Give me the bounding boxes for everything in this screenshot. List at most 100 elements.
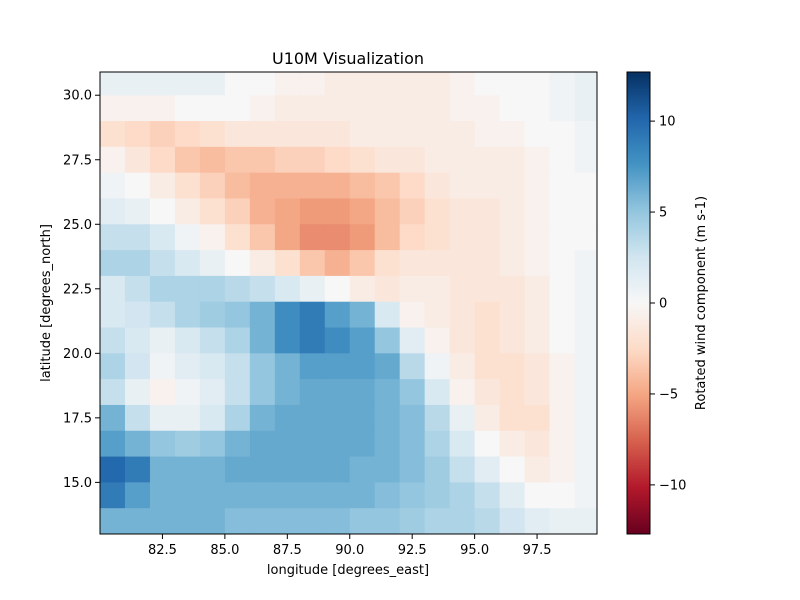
heatmap-cell bbox=[100, 172, 126, 200]
heatmap-cell bbox=[499, 146, 526, 174]
heatmap-cell bbox=[349, 121, 376, 148]
colorbar-tick-label: 5 bbox=[659, 206, 667, 221]
x-tick-label: 85.0 bbox=[210, 543, 239, 558]
heatmap-cell bbox=[100, 379, 126, 406]
heatmap-cell bbox=[149, 379, 176, 406]
heatmap-cell bbox=[100, 353, 126, 380]
heatmap-cell bbox=[199, 456, 226, 483]
heatmap-cell bbox=[474, 250, 501, 277]
heatmap-cell bbox=[199, 353, 226, 380]
heatmap-cell bbox=[549, 456, 576, 483]
heatmap-cell bbox=[149, 198, 176, 225]
heatmap-cell bbox=[474, 224, 501, 251]
heatmap-cell bbox=[424, 482, 451, 509]
heatmap-cell bbox=[199, 121, 226, 148]
heatmap-cell bbox=[299, 95, 326, 122]
heatmap-cell bbox=[274, 146, 301, 174]
heatmap-cell bbox=[249, 327, 276, 354]
heatmap-cell bbox=[499, 95, 526, 122]
heatmap-cell bbox=[574, 379, 597, 406]
heatmap-cell bbox=[374, 95, 401, 122]
heatmap-cell bbox=[124, 456, 151, 483]
heatmap-cell bbox=[199, 508, 226, 534]
heatmap-cell bbox=[499, 379, 526, 406]
heatmap-cell bbox=[349, 95, 376, 122]
heatmap-cell bbox=[524, 198, 551, 225]
heatmap-cell bbox=[299, 456, 326, 483]
heatmap-cell bbox=[424, 146, 451, 174]
heatmap-cell bbox=[574, 121, 597, 148]
heatmap-cell bbox=[174, 95, 201, 122]
heatmap-cell bbox=[449, 404, 476, 432]
heatmap-cell bbox=[199, 72, 226, 96]
heatmap-cell bbox=[124, 198, 151, 225]
heatmap-cell bbox=[124, 95, 151, 122]
heatmap-cell bbox=[124, 379, 151, 406]
heatmap-cell bbox=[324, 95, 351, 122]
heatmap-cell bbox=[399, 72, 426, 96]
heatmap-cell bbox=[249, 121, 276, 148]
heatmap-cell bbox=[524, 327, 551, 354]
heatmap-cell bbox=[149, 250, 176, 277]
heatmap-cell bbox=[324, 198, 351, 225]
heatmap-cell bbox=[524, 224, 551, 251]
heatmap-cell bbox=[274, 275, 301, 303]
heatmap-cell bbox=[399, 379, 426, 406]
heatmap-cell bbox=[124, 146, 151, 174]
heatmap-cell bbox=[574, 95, 597, 122]
heatmap-cell bbox=[224, 327, 251, 354]
heatmap-cell bbox=[149, 172, 176, 200]
heatmap-cell bbox=[499, 72, 526, 96]
heatmap-cell bbox=[449, 379, 476, 406]
heatmap-cell bbox=[374, 508, 401, 534]
heatmap-cell bbox=[424, 275, 451, 303]
heatmap-cell bbox=[549, 379, 576, 406]
heatmap-cell bbox=[449, 224, 476, 251]
heatmap-cell bbox=[374, 327, 401, 354]
heatmap-cell bbox=[299, 379, 326, 406]
heatmap-cell bbox=[224, 72, 251, 96]
heatmap-cell bbox=[249, 224, 276, 251]
heatmap-cell bbox=[474, 404, 501, 432]
heatmap-cell bbox=[149, 72, 176, 96]
heatmap-cell bbox=[224, 353, 251, 380]
heatmap-cell bbox=[224, 198, 251, 225]
heatmap-cell bbox=[349, 146, 376, 174]
heatmap-cell bbox=[499, 198, 526, 225]
heatmap-cell bbox=[349, 198, 376, 225]
heatmap-cell bbox=[299, 404, 326, 432]
heatmap-cell bbox=[374, 379, 401, 406]
heatmap-cell bbox=[249, 72, 276, 96]
heatmap-cell bbox=[499, 482, 526, 509]
heatmap-cell bbox=[424, 95, 451, 122]
heatmap-cell bbox=[399, 327, 426, 354]
heatmap-cell bbox=[424, 301, 451, 329]
heatmap-cell bbox=[499, 430, 526, 458]
heatmap-cell bbox=[424, 72, 451, 96]
heatmap-cell bbox=[549, 275, 576, 303]
heatmap-cell bbox=[124, 172, 151, 200]
heatmap-cell bbox=[249, 95, 276, 122]
heatmap-cell bbox=[349, 353, 376, 380]
heatmap-cell bbox=[324, 121, 351, 148]
heatmap-cell bbox=[349, 301, 376, 329]
heatmap-cell bbox=[474, 95, 501, 122]
heatmap-cell bbox=[374, 146, 401, 174]
heatmap-cell bbox=[199, 198, 226, 225]
heatmap-cell bbox=[374, 301, 401, 329]
heatmap-cell bbox=[324, 72, 351, 96]
heatmap-cell bbox=[100, 95, 126, 122]
heatmap-cell bbox=[399, 430, 426, 458]
heatmap-cell bbox=[524, 456, 551, 483]
heatmap-cell bbox=[524, 482, 551, 509]
heatmap-cell bbox=[474, 275, 501, 303]
heatmap-cell bbox=[274, 95, 301, 122]
plot-frame bbox=[99, 71, 598, 535]
heatmap-cell bbox=[199, 146, 226, 174]
heatmap-cell bbox=[274, 404, 301, 432]
heatmap-cell bbox=[274, 172, 301, 200]
heatmap-field bbox=[100, 72, 597, 534]
heatmap-cell bbox=[574, 198, 597, 225]
heatmap-cell bbox=[274, 250, 301, 277]
heatmap-cell bbox=[324, 482, 351, 509]
